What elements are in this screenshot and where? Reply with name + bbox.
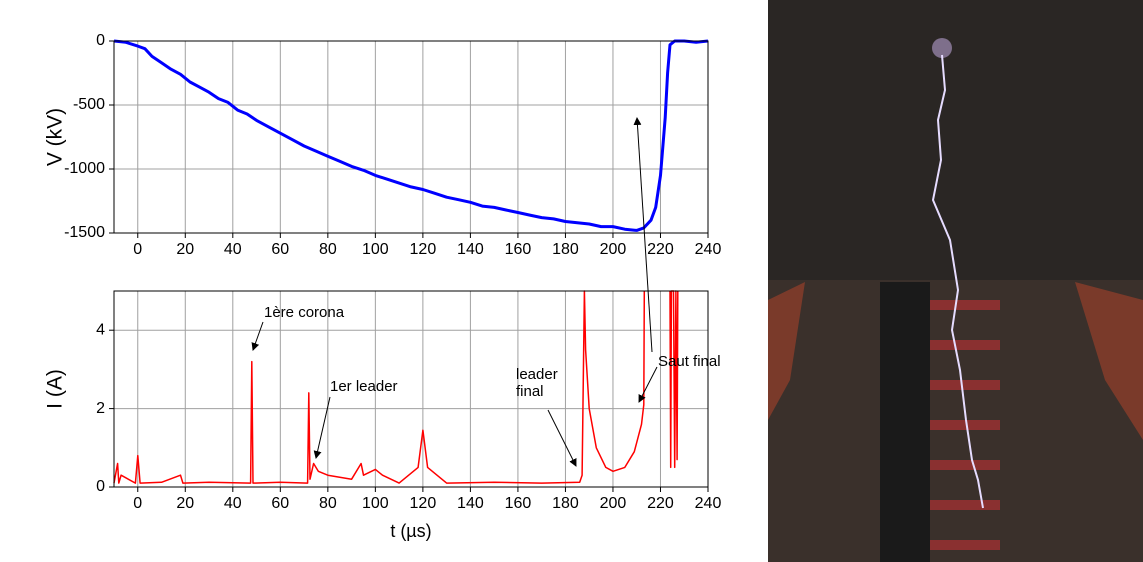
x-tick-label: 160 — [505, 495, 532, 512]
y-axis-label: I (A) — [44, 369, 67, 409]
annotation: 1er leader — [330, 378, 398, 395]
annotation: leader final — [516, 366, 558, 400]
x-tick-label: 160 — [505, 241, 532, 258]
x-tick-label: 200 — [600, 495, 627, 512]
x-tick-label: 40 — [224, 495, 242, 512]
y-tick-label: 2 — [96, 400, 105, 417]
x-tick-label: 140 — [457, 241, 484, 258]
x-tick-label: 40 — [224, 241, 242, 258]
annotation-arrow — [251, 321, 264, 351]
annotation-arrow — [313, 396, 331, 459]
plot-frame — [113, 40, 709, 234]
y-axis-label: V (kV) — [44, 108, 67, 166]
y-tick-label: 4 — [96, 321, 105, 338]
y-tick-label: 0 — [96, 32, 105, 49]
plot-frame — [113, 290, 709, 488]
annotation-arrow — [633, 117, 653, 353]
x-tick-label: 180 — [552, 495, 579, 512]
x-tick-label: 140 — [457, 495, 484, 512]
x-tick-label: 100 — [362, 495, 389, 512]
x-tick-label: 60 — [271, 241, 289, 258]
y-tick-label: -1500 — [64, 224, 105, 241]
y-tick-label: 0 — [96, 478, 105, 495]
x-tick-label: 80 — [319, 241, 337, 258]
x-tick-label: 20 — [176, 241, 194, 258]
x-tick-label: 240 — [695, 495, 722, 512]
x-tick-label: 120 — [410, 241, 437, 258]
y-tick-label: -1000 — [64, 160, 105, 177]
x-tick-label: 180 — [552, 241, 579, 258]
x-tick-label: 240 — [695, 241, 722, 258]
series-line — [113, 39, 709, 232]
x-tick-label: 80 — [319, 495, 337, 512]
photo — [768, 0, 1143, 562]
x-tick-label: 20 — [176, 495, 194, 512]
series-line — [113, 290, 679, 484]
x-tick-label: 0 — [133, 241, 142, 258]
x-tick-label: 120 — [410, 495, 437, 512]
x-tick-label: 0 — [133, 495, 142, 512]
y-tick-label: -500 — [73, 96, 105, 113]
x-axis-label: t (µs) — [390, 521, 431, 541]
x-tick-label: 220 — [647, 495, 674, 512]
x-tick-label: 100 — [362, 241, 389, 258]
x-tick-label: 60 — [271, 495, 289, 512]
annotation-arrow — [547, 409, 577, 467]
annotation: Saut final — [658, 353, 721, 370]
x-tick-label: 220 — [647, 241, 674, 258]
annotation: 1ère corona — [264, 304, 345, 321]
annotation-arrow — [638, 366, 658, 403]
x-tick-label: 200 — [600, 241, 627, 258]
